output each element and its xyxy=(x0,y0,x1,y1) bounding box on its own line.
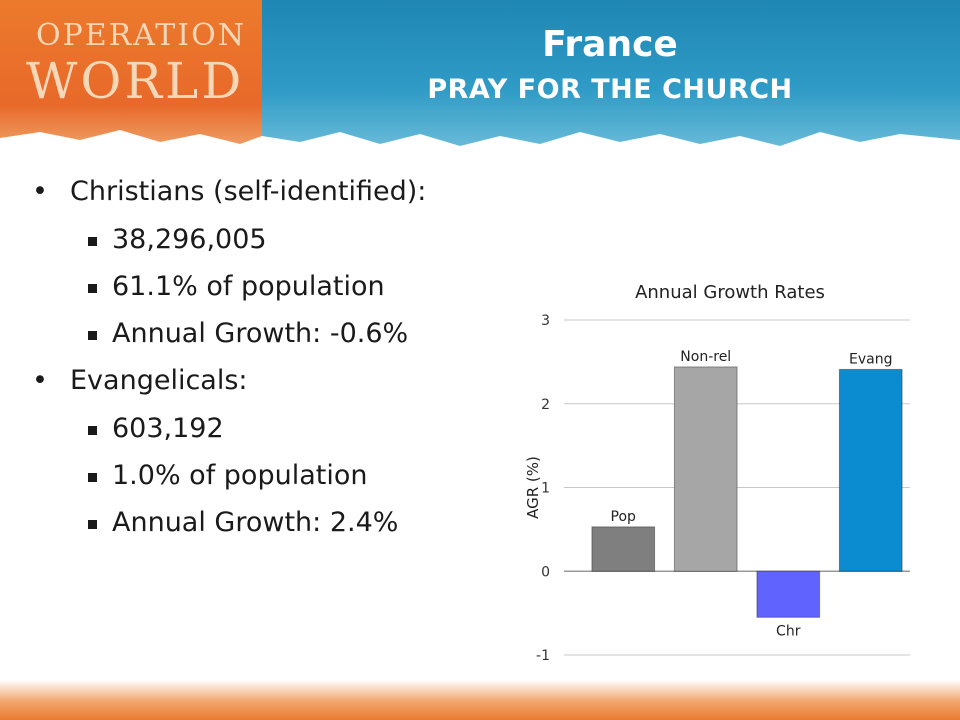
y-axis-label: AGR (%) xyxy=(524,456,542,519)
bar-pop xyxy=(591,526,656,572)
bullet-christians: • Christians (self-identified): xyxy=(32,176,512,208)
bullet-label: Christians (self-identified): xyxy=(70,176,427,207)
sub-bullet: 603,192 xyxy=(32,413,512,445)
bar-non-rel xyxy=(673,366,738,572)
torn-edge-decoration xyxy=(0,130,960,150)
footer-decoration xyxy=(0,680,960,720)
bullet-list: • Christians (self-identified): 38,296,0… xyxy=(32,176,512,554)
y-tick-label: -1 xyxy=(536,648,550,664)
bullet-dot-icon: • xyxy=(32,365,48,396)
bar-evang xyxy=(838,368,903,572)
bar-label: Non-rel xyxy=(680,349,731,365)
square-bullet-icon xyxy=(88,284,97,293)
sub-bullet: Annual Growth: 2.4% xyxy=(32,507,512,539)
y-tick-label: 2 xyxy=(541,397,550,413)
square-bullet-icon xyxy=(88,473,97,482)
bar-label: Chr xyxy=(776,623,801,639)
bullet-evangelicals: • Evangelicals: xyxy=(32,365,512,397)
annual-growth-chart: Annual Growth Rates AGR (%) -1 0 1 2 3 Pop Non-r… xyxy=(510,270,930,670)
chart-svg: Annual Growth Rates AGR (%) -1 0 1 2 3 Pop Non-r… xyxy=(524,282,910,664)
sub-bullet: 1.0% of population xyxy=(32,460,512,492)
bullet-dot-icon: • xyxy=(32,176,48,207)
banner-background xyxy=(260,0,960,150)
sub-bullet-text: 1.0% of population xyxy=(112,460,368,491)
operation-world-logo: OPERATION WORLD xyxy=(0,0,262,150)
y-tick-label: 1 xyxy=(541,481,550,497)
square-bullet-icon xyxy=(88,237,97,246)
bar-label: Pop xyxy=(611,509,637,525)
bullet-label: Evangelicals: xyxy=(70,365,248,396)
bar-chr xyxy=(756,570,821,618)
sub-bullet-text: 38,296,005 xyxy=(112,224,267,255)
sub-bullet-text: 603,192 xyxy=(112,413,224,444)
logo-text-operation: OPERATION xyxy=(36,18,246,53)
sub-bullet-text: Annual Growth: -0.6% xyxy=(112,318,409,349)
square-bullet-icon xyxy=(88,331,97,340)
page-subtitle: PRAY FOR THE CHURCH xyxy=(427,74,793,105)
sub-bullet: 38,296,005 xyxy=(32,224,512,256)
bar-label: Evang xyxy=(849,351,892,367)
page-title: France xyxy=(542,24,678,65)
logo-text-world: WORLD xyxy=(26,52,245,110)
chart-title: Annual Growth Rates xyxy=(635,282,825,303)
square-bullet-icon xyxy=(88,520,97,529)
header-banner: OPERATION WORLD France PRAY FOR THE CHUR… xyxy=(0,0,960,150)
sub-bullet: 61.1% of population xyxy=(32,271,512,303)
square-bullet-icon xyxy=(88,426,97,435)
sub-bullet-text: Annual Growth: 2.4% xyxy=(112,507,399,538)
y-tick-label: 3 xyxy=(541,313,550,329)
sub-bullet-text: 61.1% of population xyxy=(112,271,385,302)
sub-bullet: Annual Growth: -0.6% xyxy=(32,318,512,350)
y-tick-label: 0 xyxy=(541,564,550,580)
